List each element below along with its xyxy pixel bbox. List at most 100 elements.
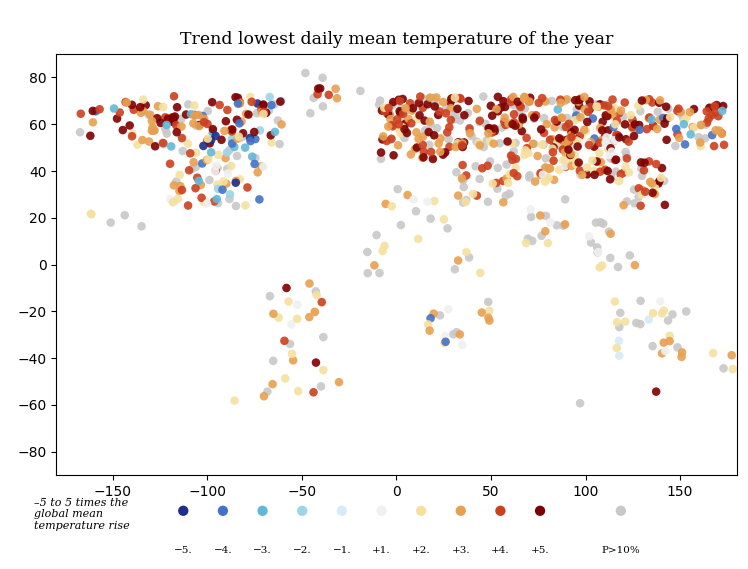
Point	[257, 162, 269, 171]
Point	[224, 195, 236, 204]
Point	[266, 380, 278, 389]
Point	[159, 125, 171, 134]
Point	[604, 253, 616, 262]
Point	[284, 339, 296, 348]
Point	[449, 112, 461, 121]
Point	[675, 352, 687, 361]
Point	[613, 336, 625, 345]
Point	[184, 149, 196, 158]
Point	[535, 125, 547, 134]
Point	[537, 170, 549, 179]
Point	[652, 125, 663, 134]
Point	[569, 116, 581, 125]
Point	[456, 174, 468, 183]
Text: −4.: −4.	[214, 546, 232, 555]
Text: −3.: −3.	[254, 546, 272, 555]
Point	[608, 172, 620, 181]
Point	[485, 101, 497, 110]
Point	[646, 341, 658, 351]
Point	[134, 102, 146, 112]
Point	[169, 112, 181, 121]
Point	[679, 140, 691, 149]
Point	[594, 123, 606, 133]
Point	[629, 261, 641, 270]
Point	[441, 224, 453, 233]
Point	[462, 109, 474, 118]
Point	[330, 84, 342, 93]
Point	[656, 309, 668, 318]
Point	[438, 215, 450, 224]
Point	[423, 117, 435, 126]
Point	[140, 101, 152, 110]
Point	[254, 195, 266, 204]
Point	[148, 126, 160, 135]
Point	[541, 119, 553, 129]
Text: P>10%: P>10%	[601, 546, 640, 555]
Point	[482, 197, 494, 207]
Point	[463, 253, 475, 262]
Point	[265, 131, 277, 140]
Point	[383, 104, 395, 113]
Point	[303, 312, 315, 321]
Point	[585, 138, 597, 147]
Point	[656, 349, 668, 358]
Point	[539, 97, 551, 106]
Point	[435, 147, 447, 156]
Point	[506, 119, 518, 129]
Point	[419, 126, 431, 135]
Point	[587, 114, 599, 123]
Point	[161, 129, 173, 138]
Point	[447, 330, 459, 339]
Point	[602, 111, 614, 120]
Point	[201, 119, 213, 129]
Point	[393, 107, 405, 116]
Point	[677, 114, 689, 123]
Point	[546, 135, 558, 144]
Point	[444, 142, 456, 151]
Point	[263, 106, 275, 115]
Point	[234, 99, 246, 108]
Point	[663, 336, 675, 345]
Point	[619, 162, 631, 171]
Point	[488, 124, 500, 133]
Point	[484, 137, 496, 146]
Point	[286, 349, 298, 358]
Point	[528, 113, 540, 122]
Point	[554, 136, 565, 145]
Point	[146, 126, 158, 135]
Point	[258, 108, 270, 117]
Point	[551, 137, 563, 146]
Point	[423, 141, 435, 150]
Point	[291, 314, 303, 323]
Point	[484, 124, 496, 133]
Point	[183, 100, 194, 109]
Point	[703, 104, 715, 113]
Point	[621, 197, 633, 206]
Point	[470, 191, 482, 200]
Point	[500, 191, 512, 200]
Point	[524, 173, 536, 182]
Point	[206, 129, 218, 138]
Point	[437, 150, 449, 159]
Point	[263, 102, 275, 111]
Point	[393, 95, 405, 104]
Point	[565, 130, 577, 139]
Point	[688, 123, 700, 132]
Point	[370, 230, 382, 240]
Point	[423, 326, 435, 335]
Point	[188, 111, 200, 120]
Point	[201, 136, 213, 145]
Point	[272, 116, 283, 125]
Point	[500, 160, 512, 169]
Point	[509, 163, 521, 172]
Point	[643, 157, 655, 166]
Point	[439, 148, 451, 157]
Point	[610, 167, 622, 176]
Point	[193, 122, 205, 131]
Point	[136, 135, 148, 145]
Point	[591, 157, 603, 166]
Point	[622, 137, 634, 146]
Point	[536, 93, 548, 102]
Point	[695, 121, 707, 130]
Point	[619, 147, 631, 156]
